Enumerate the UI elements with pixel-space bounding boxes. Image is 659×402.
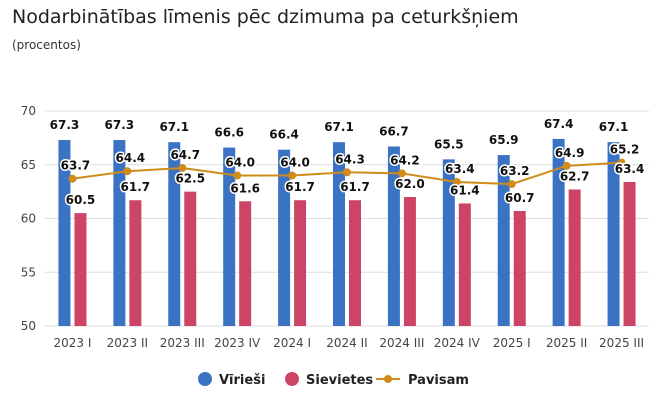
data-label-female: 61.7: [121, 180, 151, 194]
y-tick-label: 70: [21, 104, 36, 118]
data-label-male: 65.9: [489, 133, 519, 147]
y-tick-label: 50: [21, 319, 36, 333]
total-line: [68, 158, 626, 189]
bar-male: [333, 142, 345, 326]
legend-label: Pavisam: [408, 373, 469, 388]
data-label-female: 62.0: [395, 177, 425, 191]
data-label-female: 60.5: [66, 193, 96, 207]
data-label-male: 67.1: [159, 120, 189, 134]
bar-male: [497, 155, 510, 326]
x-tick-label: 2023 II: [107, 336, 148, 350]
data-label-total: 63.2: [500, 164, 530, 178]
data-label-total: 64.0: [280, 156, 310, 170]
data-label-male: 67.3: [50, 118, 80, 132]
x-tick-label: 2023 IV: [214, 336, 261, 350]
x-tick-label: 2024 IV: [434, 336, 481, 350]
total-point: [397, 169, 406, 178]
y-tick-label: 60: [21, 212, 36, 226]
y-tick-label: 65: [21, 158, 36, 172]
y-tick-label: 55: [21, 265, 36, 279]
legend-marker-icon: [285, 372, 299, 386]
bar-female: [403, 197, 416, 326]
total-point: [178, 163, 187, 172]
total-point: [123, 167, 132, 176]
total-point: [507, 180, 516, 189]
bar-female: [349, 200, 361, 326]
data-label-male: 66.6: [214, 126, 244, 140]
data-label-female: 63.4: [615, 162, 645, 176]
data-label-total: 64.0: [225, 156, 255, 170]
total-point: [343, 168, 351, 177]
bar-female: [239, 201, 252, 326]
x-tick-label: 2025 I: [493, 336, 531, 350]
bar-female: [623, 181, 636, 326]
x-tick-label: 2024 III: [379, 336, 424, 350]
bar-female: [74, 213, 87, 326]
data-label-female: 61.7: [340, 180, 370, 194]
bars: [58, 138, 636, 326]
data-label-male: 66.4: [269, 128, 299, 142]
bar-female: [184, 191, 197, 326]
data-label-total: 64.9: [555, 146, 585, 160]
data-label-total: 63.4: [445, 162, 475, 176]
x-tick-label: 2023 I: [54, 336, 92, 350]
data-label-male: 65.5: [434, 137, 464, 151]
data-label-female: 60.7: [505, 191, 535, 205]
bar-male: [607, 142, 620, 326]
bar-male: [278, 149, 291, 326]
data-labels: 67.3 60.5 67.3 61.7 67.1 62.5 66.6 61.6 66.4 61.7…: [48, 115, 646, 208]
total-point: [617, 158, 626, 167]
bar-male: [168, 142, 181, 326]
bar-female: [294, 200, 307, 326]
x-tick-label: 2024 I: [273, 336, 311, 350]
data-label-male: 67.3: [105, 118, 135, 132]
bar-male: [442, 159, 455, 326]
x-tick-label: 2025 II: [546, 336, 587, 350]
total-point: [68, 174, 77, 183]
bar-female: [458, 203, 471, 326]
data-label-female: 61.4: [450, 183, 480, 197]
legend-marker-icon: [384, 375, 392, 383]
data-label-male: 67.1: [599, 120, 629, 134]
legend-label: Vīrieši: [219, 373, 265, 388]
chart-subtitle: (procentos): [12, 38, 81, 52]
grid-lines: [45, 110, 649, 327]
data-label-female: 62.7: [560, 169, 590, 183]
bar-male: [387, 146, 400, 326]
data-label-total: 64.2: [390, 153, 420, 167]
data-label-female: 61.7: [285, 180, 315, 194]
chart-title: Nodarbinātības līmenis pēc dzimuma pa ce…: [12, 6, 519, 28]
bar-male: [58, 140, 71, 326]
total-point: [233, 171, 242, 180]
bar-female: [129, 200, 142, 326]
data-label-female: 61.6: [230, 181, 260, 195]
data-label-total: 64.7: [170, 148, 200, 162]
x-axis-ticks: 2023 I 2023 II 2023 III 2023 IV 2024 I 2024 I…: [54, 336, 645, 350]
data-label-male: 67.1: [324, 120, 354, 134]
total-point: [452, 177, 461, 186]
bar-male: [113, 140, 126, 326]
bar-female: [513, 210, 526, 326]
data-label-total: 64.3: [335, 152, 365, 166]
total-point: [562, 161, 571, 170]
total-point: [288, 171, 297, 180]
bar-male: [223, 147, 236, 326]
data-label-total: 65.2: [610, 143, 640, 157]
data-label-female: 62.5: [175, 172, 205, 186]
x-tick-label: 2024 II: [326, 336, 367, 350]
x-tick-label: 2025 III: [599, 336, 644, 350]
data-label-total: 63.7: [61, 159, 91, 173]
x-tick-label: 2023 III: [160, 336, 205, 350]
bar-female: [568, 189, 581, 326]
data-label-male: 66.7: [379, 124, 409, 138]
legend-label: Sievietes: [306, 373, 373, 388]
y-axis-ticks: 50 55 60 65 70: [21, 104, 36, 333]
data-label-total: 64.4: [116, 151, 146, 165]
legend-marker-icon: [198, 372, 212, 386]
data-label-male: 67.4: [544, 117, 574, 131]
legend[interactable]: Vīrieši Sievietes Pavisam: [198, 372, 469, 388]
bar-male: [552, 138, 565, 326]
